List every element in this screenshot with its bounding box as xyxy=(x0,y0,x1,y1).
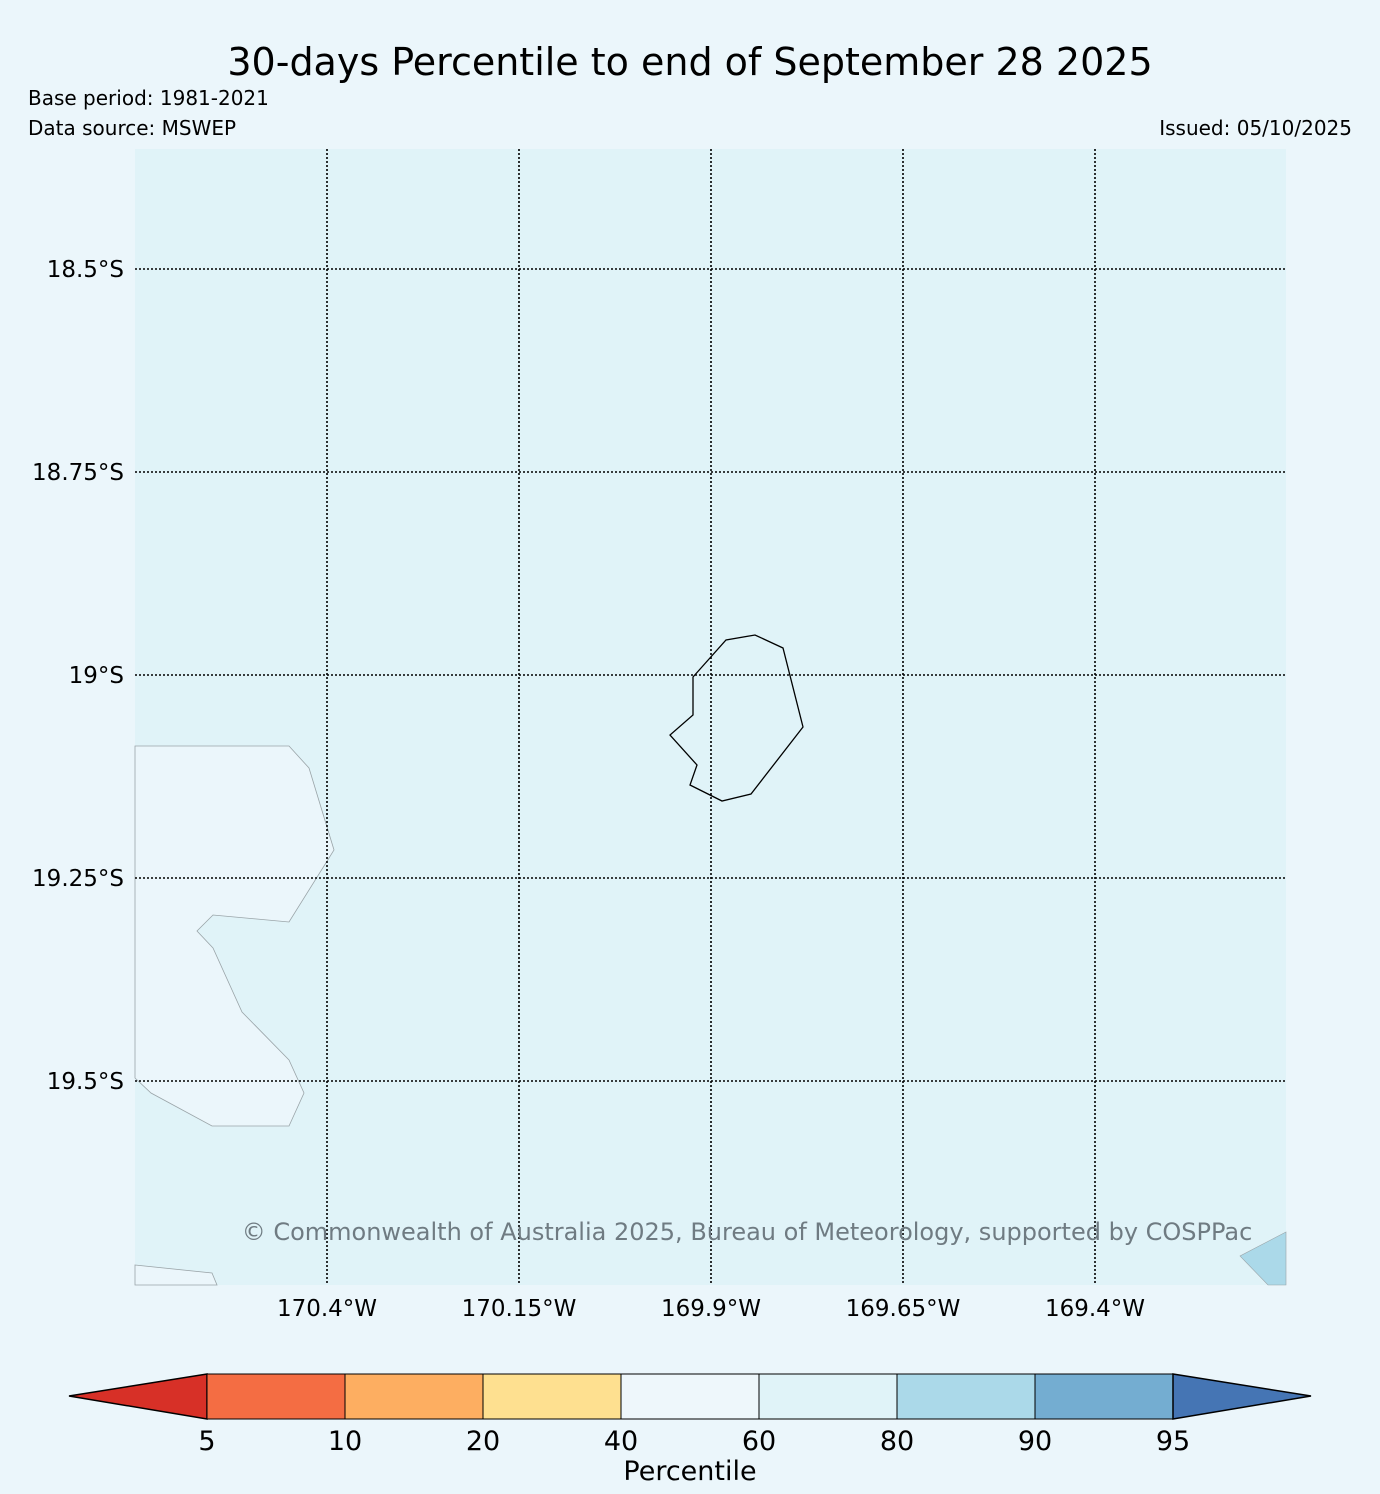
base-period: Base period: 1981-2021 xyxy=(28,86,269,110)
colorbar-tick-label: 60 xyxy=(742,1426,776,1457)
colorbar-bin xyxy=(896,1373,1036,1420)
colorbar-tick-label: 80 xyxy=(880,1426,914,1457)
colorbar-extend-high xyxy=(1172,1373,1312,1420)
copyright-notice: © Commonwealth of Australia 2025, Bureau… xyxy=(242,1218,1253,1246)
colorbar-bin xyxy=(206,1373,346,1420)
map-panel: © Commonwealth of Australia 2025, Bureau… xyxy=(134,149,1287,1286)
colorbar-bin xyxy=(620,1373,760,1420)
gridlines xyxy=(135,149,1286,1285)
lat-label: 18.75°S xyxy=(32,460,124,486)
issued-date: Issued: 05/10/2025 xyxy=(1159,116,1352,140)
colorbar-title: Percentile xyxy=(623,1456,756,1487)
colorbar-extend-low xyxy=(68,1373,208,1420)
colorbar-tick-label: 10 xyxy=(328,1426,362,1457)
lon-label: 169.65°W xyxy=(846,1296,961,1322)
lon-label: 169.4°W xyxy=(1045,1296,1145,1322)
high-percentile-patch xyxy=(1239,1231,1287,1286)
colorbar-tick-label: 20 xyxy=(466,1426,500,1457)
longitude-labels: 170.4°W 170.15°W 169.9°W 169.65°W 169.4°… xyxy=(277,1296,1145,1322)
latitude-labels: 18.5°S 18.75°S 19°S 19.25°S 19.5°S xyxy=(32,257,124,1095)
data-source: Data source: MSWEP xyxy=(28,116,236,140)
lon-label: 169.9°W xyxy=(661,1296,761,1322)
lat-label: 19°S xyxy=(69,663,124,689)
colorbar: 5 10 20 40 60 80 90 95 Percentile xyxy=(68,1373,1312,1487)
lon-label: 170.15°W xyxy=(462,1296,577,1322)
island-coastline xyxy=(669,634,804,802)
colorbar-bin xyxy=(1034,1373,1174,1420)
colorbar-bin xyxy=(344,1373,484,1420)
colorbar-tick-label: 5 xyxy=(198,1426,215,1457)
colorbar-bin xyxy=(482,1373,622,1420)
colorbar-bin xyxy=(758,1373,898,1420)
chart-title: 30-days Percentile to end of September 2… xyxy=(227,40,1152,84)
lat-label: 18.5°S xyxy=(47,257,124,283)
colorbar-tick-label: 90 xyxy=(1018,1426,1052,1457)
colorbar-tick-label: 95 xyxy=(1156,1426,1190,1457)
lat-label: 19.25°S xyxy=(32,866,124,892)
lon-label: 170.4°W xyxy=(277,1296,377,1322)
pale-region-left xyxy=(134,745,335,1127)
colorbar-tick-label: 40 xyxy=(604,1426,638,1457)
lat-label: 19.5°S xyxy=(47,1069,124,1095)
pale-region-bottom xyxy=(134,1264,218,1286)
